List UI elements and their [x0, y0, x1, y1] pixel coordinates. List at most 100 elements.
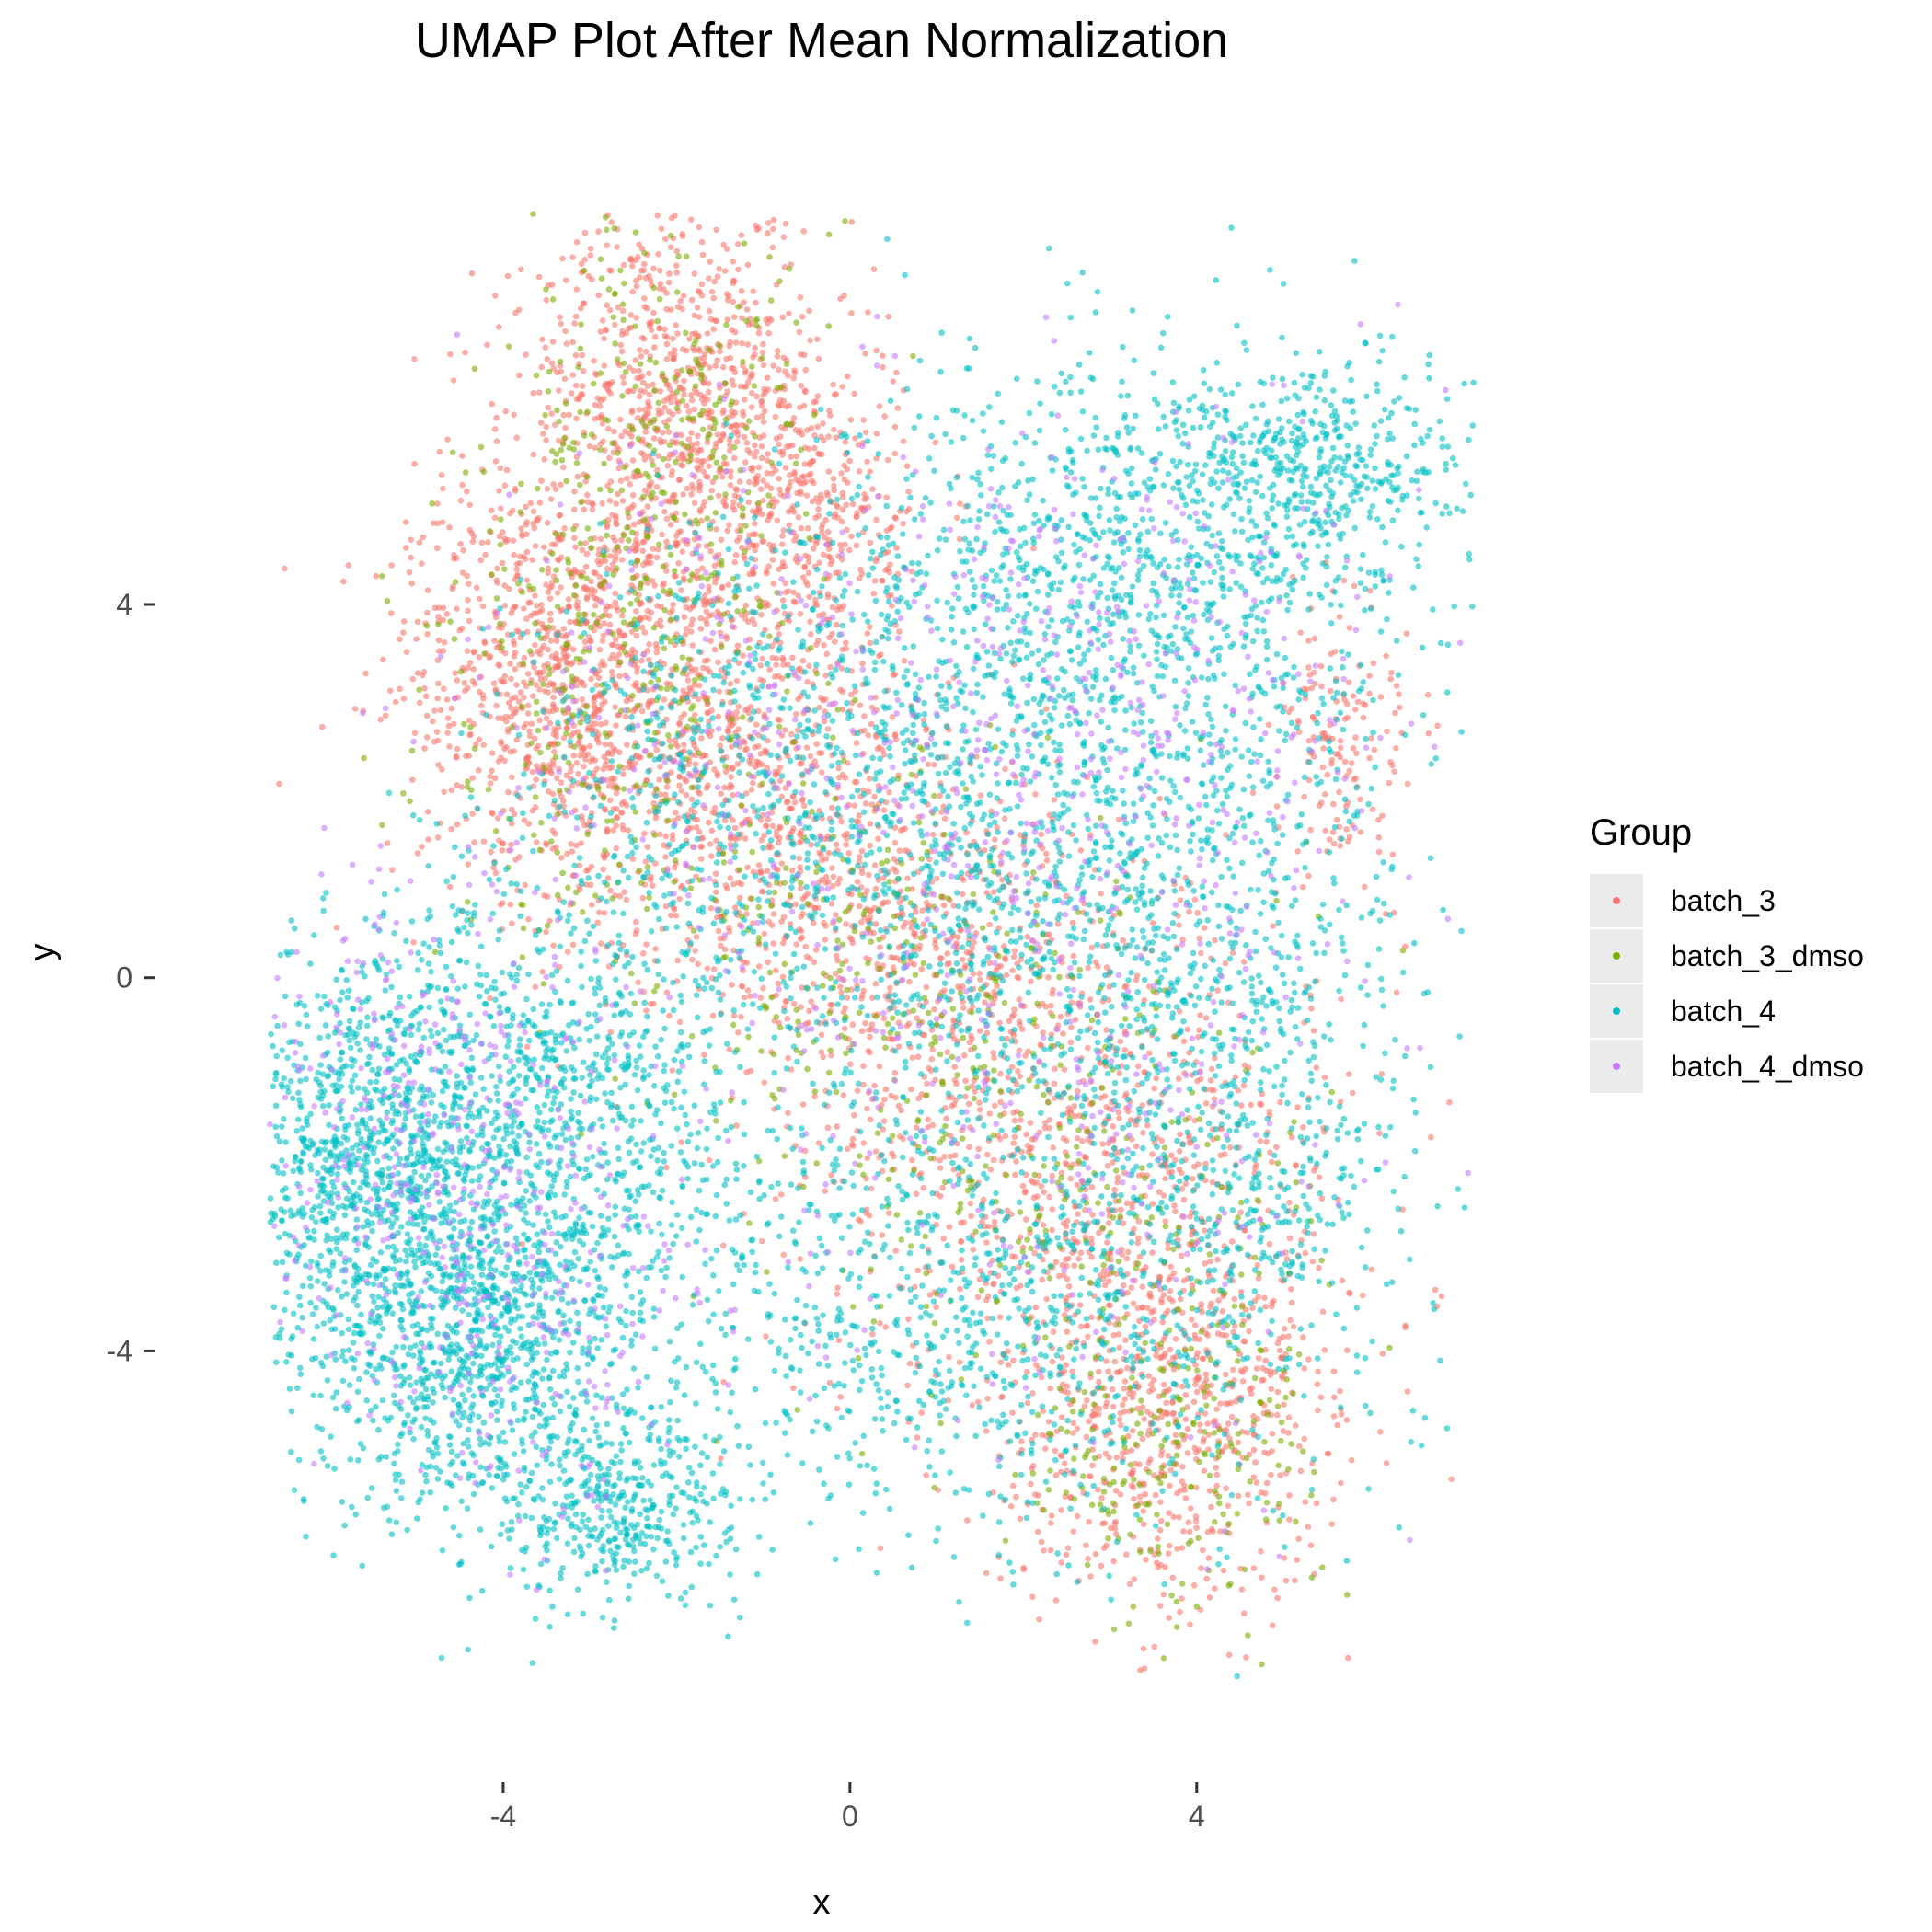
data-point [524, 710, 532, 717]
data-point [1302, 1249, 1309, 1257]
data-point [435, 637, 443, 644]
data-point [678, 451, 685, 457]
data-point [557, 314, 563, 321]
data-point [718, 790, 724, 797]
data-point [618, 348, 626, 355]
data-point [618, 432, 625, 440]
data-point [673, 262, 680, 270]
data-point [487, 780, 494, 787]
data-point [561, 525, 568, 532]
data-point [542, 344, 549, 351]
data-point [825, 433, 832, 440]
data-point [1294, 1557, 1300, 1563]
data-point [550, 682, 557, 688]
data-point [653, 746, 661, 753]
data-point [469, 775, 477, 781]
data-point [1206, 1594, 1213, 1601]
data-point [891, 1153, 897, 1160]
data-point [829, 865, 835, 871]
data-point [1130, 1300, 1137, 1307]
data-point [838, 818, 845, 825]
data-point [593, 682, 600, 688]
data-point [718, 536, 725, 543]
data-point [409, 776, 416, 783]
data-point [380, 656, 386, 663]
data-point [744, 618, 752, 626]
data-point [833, 391, 840, 397]
data-point [441, 788, 448, 796]
data-point [865, 309, 871, 316]
data-point [495, 815, 501, 822]
data-point [953, 514, 960, 522]
data-point [1109, 1386, 1116, 1393]
data-point [661, 326, 668, 333]
data-point [722, 768, 730, 776]
data-point [580, 367, 587, 374]
data-point [805, 554, 812, 560]
data-point [891, 839, 899, 846]
data-point [618, 557, 626, 563]
data-point [351, 706, 359, 712]
data-point [613, 822, 619, 829]
data-point [619, 822, 627, 829]
data-point [1152, 1491, 1159, 1499]
data-point [1249, 789, 1257, 796]
data-point [650, 546, 657, 552]
data-point [510, 638, 517, 645]
data-point [820, 420, 826, 427]
data-point [628, 582, 635, 589]
data-point [536, 389, 543, 396]
data-point [1221, 1151, 1228, 1157]
data-point [744, 446, 752, 454]
data-point [975, 1145, 983, 1153]
data-point [750, 354, 756, 361]
data-point [743, 960, 751, 966]
data-point [547, 638, 555, 644]
data-point [588, 675, 594, 683]
data-point [784, 443, 790, 451]
data-point [646, 615, 652, 622]
data-point [1016, 1047, 1023, 1054]
data-point [738, 288, 745, 294]
data-point [717, 348, 723, 355]
data-point [601, 620, 607, 627]
data-point [1290, 1323, 1297, 1330]
data-point [764, 374, 771, 382]
data-point [951, 1152, 959, 1159]
data-point [586, 443, 593, 450]
data-point [612, 599, 619, 606]
data-point [696, 484, 703, 490]
data-point [663, 340, 671, 348]
data-point [770, 225, 776, 233]
data-point [824, 492, 831, 499]
data-point [489, 400, 495, 408]
data-point [485, 539, 491, 546]
data-point [1202, 1015, 1210, 1021]
data-point [1316, 1174, 1323, 1180]
data-point [943, 1115, 949, 1122]
data-point [781, 727, 788, 733]
data-point [443, 611, 451, 617]
data-point [521, 654, 528, 661]
data-point [1072, 1113, 1078, 1120]
data-point [715, 927, 722, 935]
data-point [530, 390, 537, 397]
data-point [698, 844, 706, 850]
data-point [867, 468, 873, 475]
data-point [792, 711, 799, 718]
data-point [706, 380, 712, 387]
data-point [727, 482, 734, 489]
data-point [550, 762, 557, 768]
data-point [615, 490, 621, 498]
data-point [638, 707, 646, 715]
data-point [1202, 1227, 1208, 1234]
data-point [678, 788, 685, 794]
data-point [1261, 1294, 1268, 1302]
data-point [1282, 1577, 1290, 1584]
data-point [1176, 1148, 1183, 1155]
data-point [1337, 1387, 1343, 1395]
data-point [849, 500, 857, 508]
data-point [699, 251, 707, 259]
data-point [1159, 1318, 1166, 1326]
data-point [1165, 1245, 1171, 1252]
